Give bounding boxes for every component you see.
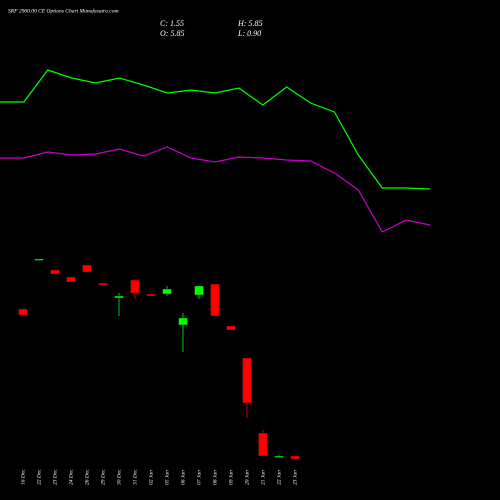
x-tick-label: 20 Jan bbox=[244, 470, 250, 485]
candle-body bbox=[114, 295, 124, 299]
candle-body bbox=[274, 455, 284, 458]
open-label: O: 5.85 bbox=[160, 29, 184, 38]
candle-body bbox=[146, 293, 156, 297]
x-tick-label: 23 Dec bbox=[52, 469, 58, 485]
x-tick-label: 26 Dec bbox=[84, 469, 90, 485]
x-tick-label: 24 Dec bbox=[67, 469, 74, 485]
x-tick-label: 09 Jan bbox=[228, 470, 234, 485]
close-label: C: 1.55 bbox=[160, 19, 184, 28]
x-tick-label: 07 Jan bbox=[196, 470, 202, 485]
candle-body bbox=[34, 258, 44, 261]
high-label: H: 5.85 bbox=[237, 19, 262, 28]
candle-body bbox=[50, 269, 60, 275]
candle-body bbox=[162, 288, 172, 295]
line-series bbox=[0, 146, 431, 233]
candle-body bbox=[290, 455, 300, 460]
candle-body bbox=[258, 432, 268, 457]
line-series bbox=[0, 69, 431, 190]
candle-body bbox=[98, 282, 108, 286]
candle-body bbox=[66, 276, 76, 283]
x-tick-label: 22 Dec bbox=[36, 469, 42, 485]
candle-body bbox=[130, 279, 140, 294]
x-tick-label: 30 Dec bbox=[116, 469, 122, 486]
x-tick-label: 16 Dec bbox=[20, 469, 26, 485]
candle-body bbox=[178, 317, 188, 326]
x-tick-label: 08 Jan bbox=[212, 470, 218, 485]
candle-body bbox=[226, 325, 236, 331]
candle-body bbox=[18, 308, 28, 316]
candle-body bbox=[210, 283, 220, 317]
candle-body bbox=[242, 357, 252, 404]
candle-body bbox=[194, 285, 204, 296]
x-tick-label: 21 Jan bbox=[260, 470, 266, 485]
x-tick-label: 29 Dec bbox=[100, 469, 106, 485]
x-tick-label: 22 Jan bbox=[276, 470, 282, 485]
x-tick-label: 31 Dec bbox=[132, 469, 138, 486]
chart-title: SRF 2900.00 CE Options Chart Munafasutra… bbox=[8, 7, 118, 14]
x-tick-label: 23 Jan bbox=[292, 470, 298, 485]
x-tick-label: 05 Jan bbox=[164, 470, 170, 485]
x-tick-label: 06 Jan bbox=[180, 470, 186, 485]
candle-body bbox=[82, 264, 92, 273]
x-tick-label: 02 Jan bbox=[148, 470, 154, 485]
low-label: L: 0.90 bbox=[237, 29, 261, 38]
